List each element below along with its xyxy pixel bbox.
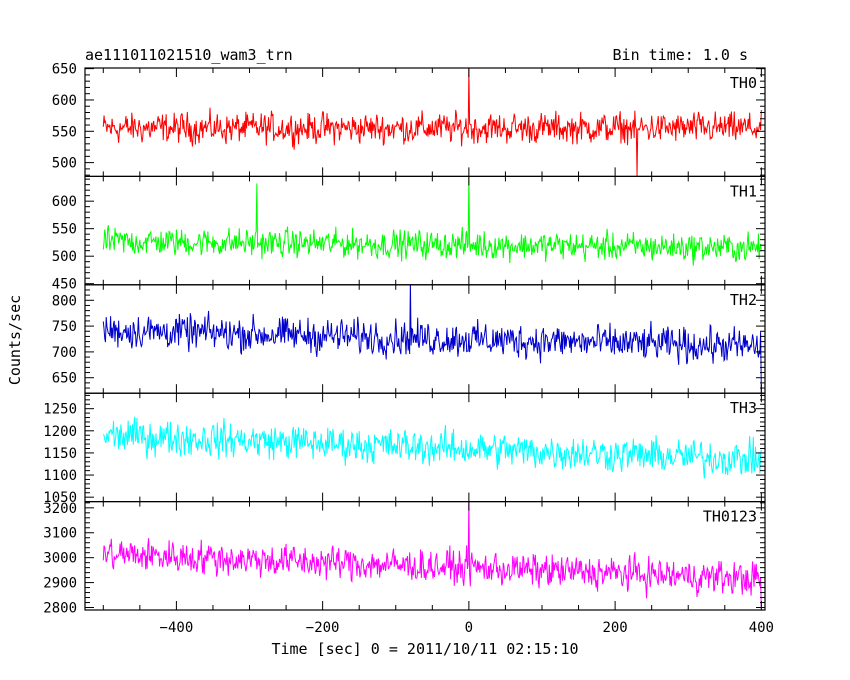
y-tick-label: 1250 <box>43 402 77 418</box>
panel-th3: 1050 1100 1150 1200 1250 TH3 <box>43 392 766 506</box>
bin-time-label: Bin time: 1.0 s <box>613 46 748 64</box>
x-tick-label: −200 <box>306 620 340 636</box>
panel-label: TH3 <box>730 399 757 417</box>
y-tick-label: 600 <box>52 194 77 210</box>
x-tick-label: −400 <box>160 620 194 636</box>
panel-label: TH0 <box>730 74 757 92</box>
y-tick-label: 500 <box>52 249 77 265</box>
series-th3 <box>102 416 762 479</box>
panel-frame <box>84 501 766 611</box>
y-tick-label: 650 <box>52 62 77 78</box>
panel-th0123: 2800 2900 3000 3100 3200 TH0123 <box>43 501 766 617</box>
y-tick-label: 3200 <box>43 501 77 517</box>
y-tick-label: 750 <box>52 319 77 335</box>
y-tick-label: 600 <box>52 93 77 109</box>
y-tick-label: 3000 <box>43 551 77 567</box>
y-tick-label: 800 <box>52 293 77 309</box>
y-tick-label: 450 <box>52 277 77 293</box>
panel-label: TH2 <box>730 291 757 309</box>
panel-th0: 500 550 600 650 TH0 <box>52 62 766 178</box>
y-tick-label: 2900 <box>43 576 77 592</box>
panels-layer: 500 550 600 650 TH0 450 500 550 600 TH1 650 700 750 8… <box>43 62 774 636</box>
series-th0123 <box>102 501 762 611</box>
y-tick-label: 2800 <box>43 601 77 617</box>
y-tick-label: 550 <box>52 124 77 140</box>
y-tick-label: 1150 <box>43 446 77 462</box>
x-tick-label: 0 <box>465 620 473 636</box>
panel-frame <box>84 392 766 503</box>
y-tick-label: 700 <box>52 345 77 361</box>
panel-th1: 450 500 550 600 TH1 <box>52 175 766 293</box>
series-th0 <box>102 68 762 177</box>
y-tick-label: 500 <box>52 156 77 172</box>
series-th2 <box>102 284 762 394</box>
x-axis-title: Time [sec] 0 = 2011/10/11 02:15:10 <box>271 640 578 658</box>
panel-frame <box>84 175 766 286</box>
x-tick-label: 400 <box>749 620 774 636</box>
y-tick-label: 1050 <box>43 490 77 506</box>
panel-label: TH0123 <box>703 508 757 526</box>
y-axis-title: Counts/sec <box>6 295 24 385</box>
chart-title: ae111011021510_wam3_trn <box>85 46 293 64</box>
series-th1 <box>102 176 762 266</box>
y-tick-label: 1100 <box>43 468 77 484</box>
y-tick-label: 1200 <box>43 424 77 440</box>
panel-th2: 650 700 750 800 TH2 <box>52 284 766 394</box>
x-tick-label: 200 <box>602 620 627 636</box>
y-tick-label: 3100 <box>43 526 77 542</box>
y-tick-label: 650 <box>52 371 77 387</box>
panel-label: TH1 <box>730 182 757 200</box>
y-tick-label: 550 <box>52 222 77 238</box>
